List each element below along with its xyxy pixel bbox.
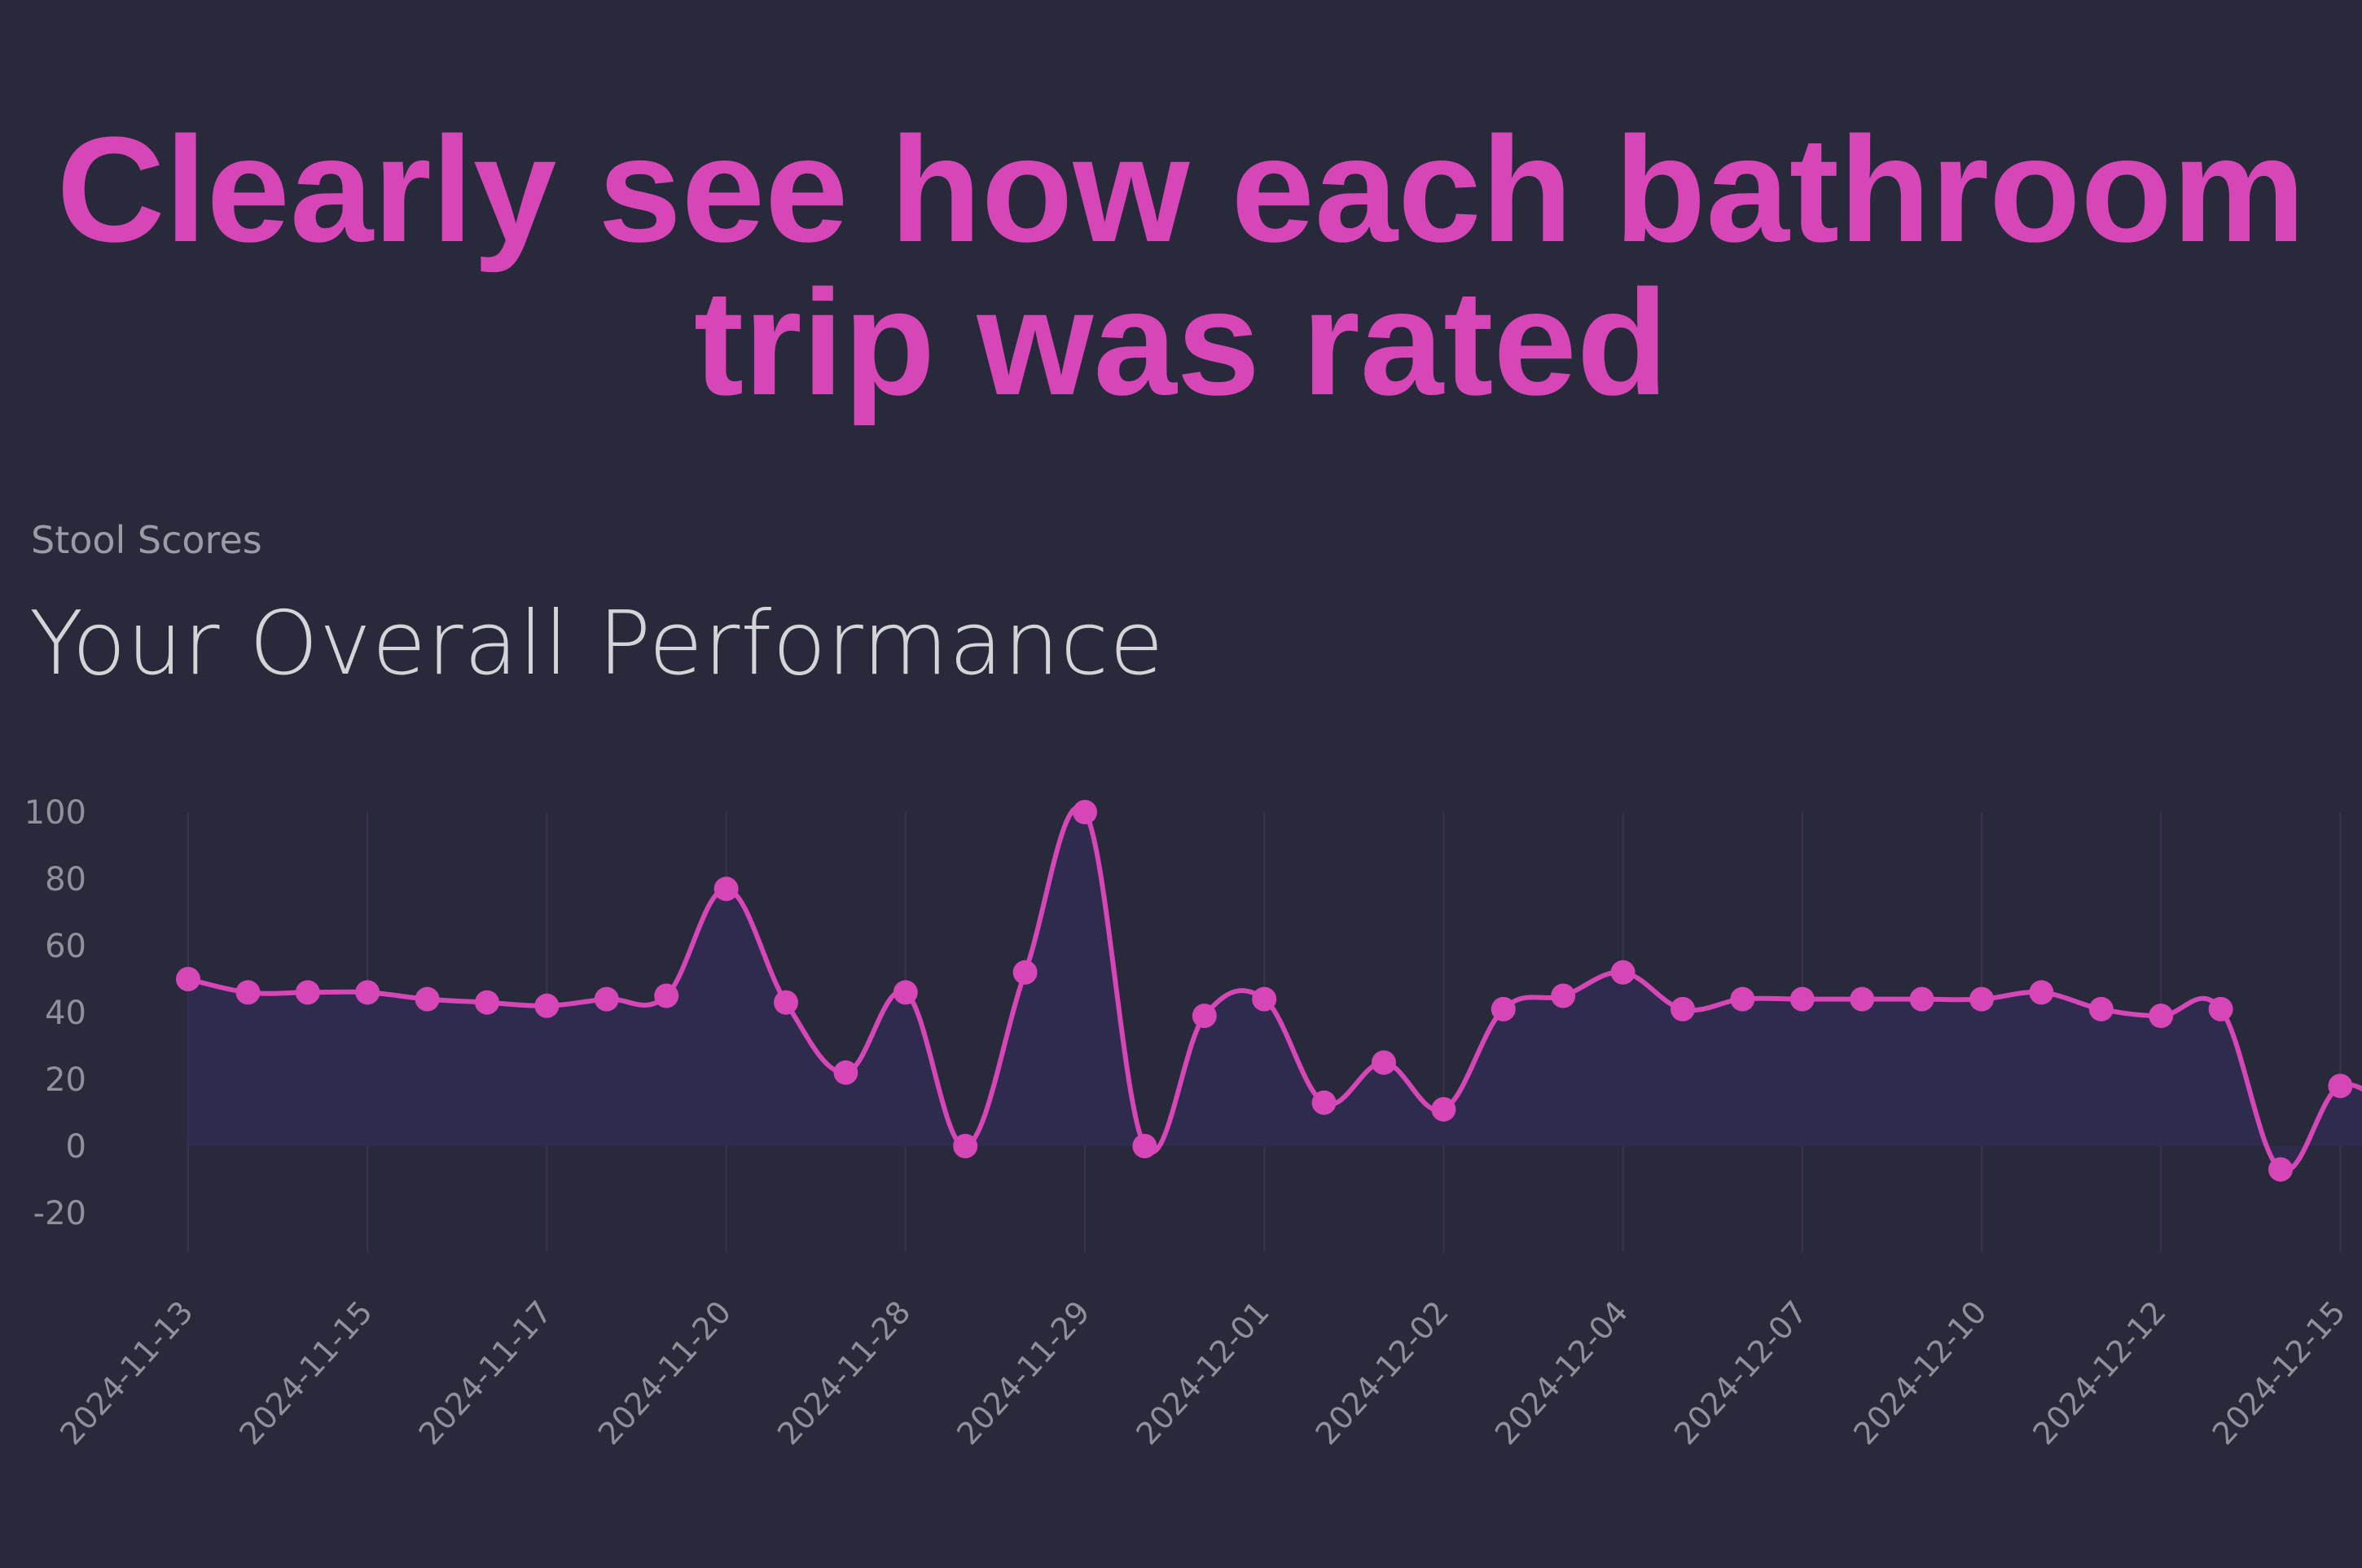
data-point — [594, 986, 619, 1012]
x-tick-label: 2024-12-07 — [1667, 1294, 1814, 1452]
y-tick-label: 20 — [45, 1061, 86, 1099]
data-point — [1551, 983, 1576, 1008]
x-axis-ticks: 2024-11-13 2024-11-15 2024-11-17 2024-11-20… — [53, 1294, 2352, 1452]
x-tick-label: 2024-11-29 — [950, 1294, 1096, 1452]
data-point — [1192, 1004, 1217, 1029]
y-axis-ticks: 100 80 60 40 20 0 -20 — [24, 794, 86, 1232]
headline-line-1: Clearly see how each bathroom — [56, 105, 2306, 273]
data-point — [1311, 1090, 1337, 1115]
data-point — [355, 980, 380, 1005]
data-point — [833, 1060, 858, 1085]
data-point — [2268, 1157, 2293, 1182]
x-tick-label: 2024-11-28 — [771, 1294, 917, 1452]
headline-line-2: trip was rated — [693, 258, 1669, 426]
y-tick-label: 60 — [45, 928, 86, 965]
data-point — [295, 980, 320, 1005]
data-point — [1132, 1134, 1157, 1158]
data-point — [1850, 986, 1875, 1012]
data-point — [1730, 986, 1755, 1012]
data-point — [1909, 986, 1934, 1012]
x-tick-label: 2024-11-17 — [412, 1294, 559, 1452]
data-point — [1789, 986, 1815, 1012]
data-point — [654, 983, 679, 1008]
data-point — [953, 1134, 978, 1158]
x-tick-label: 2024-12-01 — [1129, 1294, 1275, 1452]
data-point — [176, 967, 200, 991]
data-point — [235, 980, 261, 1005]
x-tick-label: 2024-12-04 — [1488, 1294, 1635, 1452]
data-points — [176, 800, 2353, 1182]
data-point — [534, 993, 560, 1018]
x-tick-label: 2024-12-15 — [2206, 1294, 2352, 1452]
chart-title: Your Overall Performance — [29, 593, 1165, 695]
y-tick-label: 80 — [45, 861, 86, 898]
x-tick-label: 2024-11-20 — [591, 1294, 738, 1452]
data-point — [1431, 1096, 1456, 1122]
data-point — [774, 990, 798, 1015]
y-tick-label: 100 — [24, 794, 86, 832]
chart-eyebrow: Stool Scores — [31, 518, 262, 562]
data-point — [2088, 996, 2114, 1021]
data-point — [415, 986, 440, 1012]
data-point — [1073, 800, 1097, 824]
data-point — [713, 876, 739, 902]
y-tick-label: 40 — [45, 995, 86, 1032]
data-point — [893, 980, 918, 1005]
data-point — [2328, 1074, 2353, 1099]
x-tick-label: 2024-12-02 — [1309, 1294, 1455, 1452]
data-point — [475, 990, 499, 1015]
data-point — [2029, 980, 2054, 1005]
data-point — [2208, 996, 2233, 1021]
data-point — [1252, 986, 1277, 1012]
y-tick-label: 0 — [66, 1128, 86, 1166]
data-point — [1610, 960, 1635, 985]
data-point — [2149, 1004, 2174, 1029]
x-tick-label: 2024-11-13 — [53, 1294, 200, 1452]
data-point — [1012, 960, 1038, 985]
x-tick-label: 2024-12-12 — [2026, 1294, 2172, 1452]
data-point — [1491, 996, 1516, 1021]
data-point — [1969, 986, 1994, 1012]
y-tick-label: -20 — [33, 1195, 86, 1232]
x-tick-label: 2024-12-10 — [1846, 1294, 1993, 1452]
x-tick-label: 2024-11-15 — [232, 1294, 379, 1452]
headline: Clearly see how each bathroom trip was r… — [0, 112, 2362, 419]
data-point — [1372, 1050, 1396, 1075]
data-point — [1671, 996, 1695, 1021]
